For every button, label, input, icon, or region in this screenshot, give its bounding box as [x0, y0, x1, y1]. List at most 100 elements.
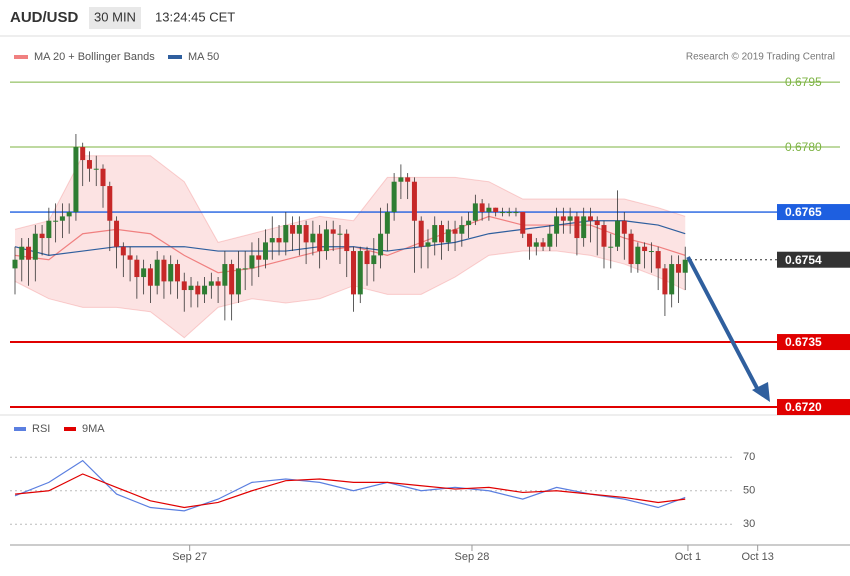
candle-body: [567, 216, 573, 221]
candle-body: [655, 251, 661, 269]
candle-body: [181, 281, 187, 291]
bollinger-upper: [14, 155, 686, 243]
symbol: AUD/USD: [10, 9, 79, 26]
candle-body: [215, 281, 221, 286]
candle-body: [120, 246, 126, 256]
legend-label: RSI: [32, 423, 50, 435]
x-tick-label: Sep 27: [172, 551, 207, 563]
candle-body: [628, 233, 634, 265]
candle-body: [229, 264, 235, 295]
candle-body: [310, 233, 316, 243]
candle-body: [323, 229, 329, 252]
candle-body: [73, 147, 79, 213]
candle-body: [520, 212, 526, 234]
interval-box: [89, 7, 141, 29]
candle-body: [506, 212, 512, 214]
candle-body: [405, 177, 411, 182]
interval: 30 MIN: [94, 9, 136, 24]
candle-body: [594, 220, 600, 226]
candle-body: [581, 216, 587, 239]
candle-body: [107, 186, 113, 221]
candle-body: [86, 160, 92, 169]
candle-body: [472, 203, 478, 221]
candle-body: [452, 229, 458, 234]
candle-body: [642, 246, 648, 252]
candle-body: [601, 225, 607, 247]
candle-body: [662, 268, 668, 295]
candle-body: [364, 251, 370, 265]
level-badge: [777, 204, 850, 221]
candle-body: [418, 220, 424, 247]
forecast-arrowhead: [752, 382, 770, 402]
candle-body: [222, 264, 228, 286]
candle-body: [32, 233, 38, 260]
candle-body: [39, 233, 45, 239]
y-tick-label: 30: [743, 518, 755, 530]
candle-body: [235, 268, 241, 295]
candle-body: [53, 220, 59, 222]
candle-body: [80, 147, 86, 161]
level-badge: [777, 399, 850, 416]
candle-body: [276, 238, 282, 243]
level-label: 0.6765: [785, 205, 822, 219]
candle-body: [459, 225, 465, 234]
candle-body: [161, 259, 167, 282]
candle-body: [249, 255, 255, 269]
candle-body: [66, 212, 72, 217]
candle-body: [141, 268, 147, 278]
candle-body: [513, 212, 519, 214]
candle-body: [560, 216, 566, 221]
candle-body: [134, 259, 140, 278]
candle-body: [527, 233, 533, 247]
candle-body: [669, 264, 675, 295]
candle-body: [351, 251, 356, 295]
candle-body: [486, 207, 492, 213]
candle-body: [296, 225, 302, 234]
candle-body: [154, 259, 160, 286]
candle-body: [269, 238, 275, 243]
legend-label: 9MA: [82, 423, 105, 435]
candle-body: [290, 225, 296, 234]
candle-body: [168, 264, 174, 282]
candle-body: [398, 177, 404, 182]
candle-body: [574, 216, 580, 239]
y-tick-label: 70: [743, 451, 755, 463]
level-label: 0.6720: [785, 400, 822, 414]
candle-body: [357, 251, 363, 295]
x-tick-label: Oct 1: [675, 551, 701, 563]
candle-body: [391, 181, 397, 213]
candle-body: [439, 225, 445, 243]
level-label: 0.6780: [785, 140, 822, 154]
candle-body: [493, 207, 499, 213]
candle-body: [533, 242, 539, 247]
candle-body: [621, 220, 627, 234]
candle-body: [147, 268, 153, 286]
candle-body: [114, 220, 120, 247]
candle-body: [188, 285, 194, 291]
candle-body: [378, 233, 384, 256]
candle-body: [283, 225, 289, 243]
x-tick-label: Oct 13: [741, 551, 773, 563]
candle-body: [648, 251, 654, 253]
candle-body: [682, 259, 688, 273]
candle-body: [208, 281, 214, 286]
candle-body: [499, 212, 505, 214]
candle-body: [587, 216, 593, 221]
candle-body: [432, 225, 438, 243]
candle-body: [608, 246, 614, 248]
candle-body: [411, 181, 417, 221]
candle-body: [26, 246, 32, 260]
candle-body: [59, 216, 65, 221]
candle-body: [344, 233, 350, 252]
time: 13:24:45 CET: [155, 9, 235, 24]
candle-body: [554, 216, 560, 234]
level-badge: [777, 334, 850, 351]
candle-body: [262, 242, 268, 260]
candle-body: [425, 242, 431, 247]
candle-body: [615, 220, 621, 247]
candle-body: [256, 255, 262, 260]
candle-body: [317, 233, 323, 252]
series-line: [14, 459, 686, 512]
